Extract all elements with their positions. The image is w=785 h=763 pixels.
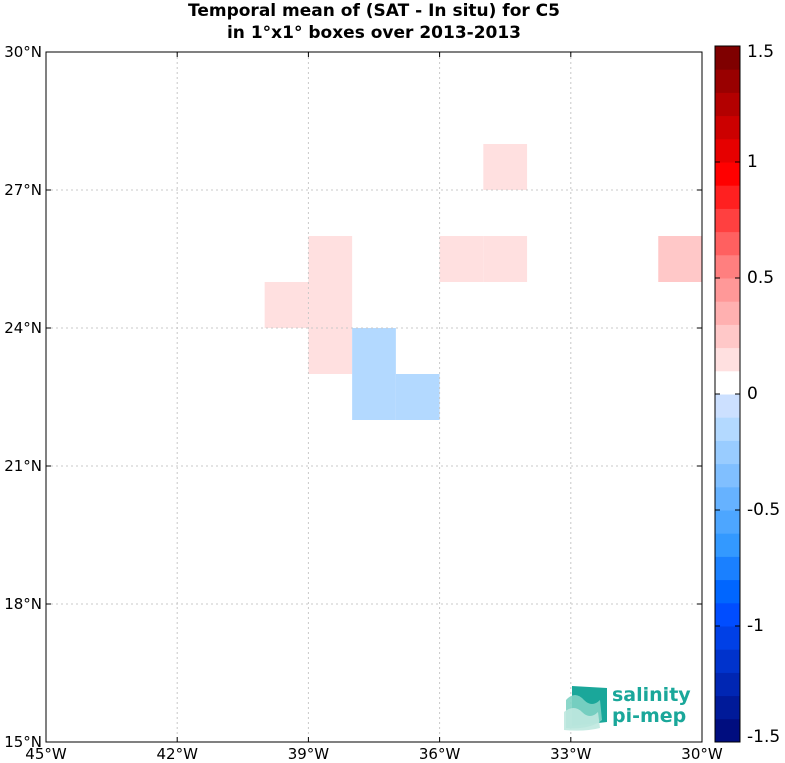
y-tick-label: 27°N (4, 181, 42, 199)
colorbar-segment (715, 231, 740, 256)
heatmap-cell (308, 236, 353, 282)
colorbar-tick-label: -1.5 (747, 727, 780, 747)
colorbar-segment (715, 556, 740, 581)
map-frame (45, 51, 703, 743)
heatmap-cell (264, 282, 309, 328)
logo-line1: salinity (612, 684, 691, 706)
map-grid (46, 52, 702, 742)
salinity-pi-mep-logo: salinity pi-mep (564, 684, 691, 731)
heatmap-cell (658, 236, 702, 282)
colorbar-segment (715, 92, 740, 117)
y-axis: 15°N 18°N 21°N 24°N 27°N 30°N (4, 43, 702, 751)
heatmap-cell (308, 328, 353, 374)
colorbar-segment (715, 718, 740, 743)
x-axis: 45°W 42°W 39°W 36°W 33°W 30°W (25, 52, 723, 763)
colorbar-segment (715, 115, 740, 140)
x-tick-label: 42°W (156, 745, 198, 763)
colorbar-segment (715, 254, 740, 279)
colorbar-segment (715, 301, 740, 325)
logo-waves-icon (564, 686, 607, 731)
colorbar-tick-label: 0.5 (747, 268, 774, 288)
colorbar-tick-label: 0 (747, 384, 758, 404)
colorbar-segment (715, 370, 740, 395)
colorbar-segment (715, 69, 740, 93)
y-tick-label: 15°N (4, 733, 42, 751)
colorbar-segment (715, 394, 740, 418)
heatmap-cell (483, 144, 528, 190)
x-tick-label: 36°W (419, 745, 461, 763)
colorbar-tick-label: -0.5 (747, 500, 780, 520)
colorbar-segment (715, 324, 740, 349)
map-cells (264, 144, 702, 420)
x-tick-label: 45°W (25, 745, 67, 763)
y-tick-label: 21°N (4, 457, 42, 475)
colorbar-segment (715, 579, 740, 604)
colorbar-segment (715, 417, 740, 441)
x-tick-label: 39°W (288, 745, 330, 763)
colorbar: -1.5 -1 -0.5 0 0.5 1 1.5 (714, 42, 780, 747)
colorbar-tick-label: -1 (747, 616, 764, 636)
y-tick-label: 18°N (4, 595, 42, 613)
heatmap-cell (395, 374, 440, 420)
x-tick-label: 30°W (681, 745, 723, 763)
colorbar-segment (715, 46, 740, 70)
colorbar-segment (715, 278, 740, 302)
y-tick-label: 24°N (4, 319, 42, 337)
colorbar-segment (715, 695, 740, 720)
colorbar-segment (715, 672, 740, 697)
x-tick-label: 33°W (550, 745, 592, 763)
colorbar-segment (715, 440, 740, 465)
colorbar-segment (715, 162, 740, 186)
colorbar-segment (715, 185, 740, 209)
colorbar-segment (715, 486, 740, 511)
chart-title-line2: in 1°x1° boxes over 2013-2013 (226, 23, 522, 43)
colorbar-tick-label: 1 (747, 152, 758, 172)
colorbar-segment (715, 649, 740, 673)
colorbar-segment (715, 347, 740, 372)
colorbar-segment (715, 510, 740, 534)
heatmap-cell (352, 374, 396, 420)
logo-line2: pi-mep (612, 705, 686, 727)
chart-title-line1: Temporal mean of (SAT - In situ) for C5 (188, 1, 560, 21)
heatmap-cell (483, 236, 528, 282)
colorbar-segment (715, 626, 740, 650)
colorbar-segment (715, 463, 740, 488)
heatmap-cell (308, 282, 353, 328)
y-tick-label: 30°N (4, 43, 42, 61)
colorbar-segment (715, 602, 740, 627)
heatmap-cell (439, 236, 484, 282)
colorbar-segment (715, 533, 740, 557)
colorbar-tick-label: 1.5 (747, 42, 774, 62)
colorbar-segment (715, 138, 740, 163)
heatmap-cell (352, 328, 396, 374)
colorbar-segment (715, 208, 740, 233)
